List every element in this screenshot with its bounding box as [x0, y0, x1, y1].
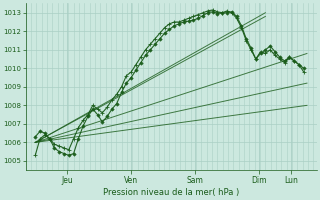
X-axis label: Pression niveau de la mer( hPa ): Pression niveau de la mer( hPa )	[103, 188, 239, 197]
